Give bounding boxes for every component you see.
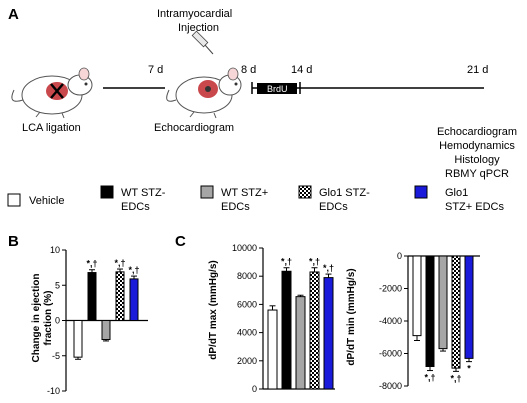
bar-ef-4 [129,278,139,321]
legend-label-glo1-stz-minus-2: EDCs [319,201,348,213]
injection-label-line2: Injection [178,22,219,34]
significance-marker: *,† [309,257,320,267]
injection-label-line1: Intramyocardial [157,8,232,20]
y-tick-label: -2000 [379,284,402,294]
bar-dpdt_max-3 [309,271,320,390]
legend-label-vehicle: Vehicle [29,195,64,207]
y-tick-label: -6000 [379,349,402,359]
y-tick-label: 0 [397,251,402,261]
legend: Vehicle WT STZ- EDCs WT STZ+ EDCs Glo1 S… [7,185,504,213]
bar-dpdt_max-2 [295,296,306,390]
bar-ef-2 [101,320,111,341]
endpoint-0: Echocardiogram [437,126,517,138]
y-tick-label: 10 [50,245,60,255]
bar-dpdt_max-1 [281,270,292,390]
ef-ylabel-line1: Change in ejection [31,274,42,363]
endpoint-1: Hemodynamics [439,140,515,152]
mouse-ligation-illustration [11,67,93,119]
bar-dpdt_min-2 [438,255,448,350]
y-tick-label: -5 [52,351,60,361]
endpoint-2: Histology [454,154,500,166]
bar-ef-1 [87,272,97,321]
day-7-label: 7 d [148,64,163,76]
bar-dpdt_max-4 [323,277,334,390]
dpdt-min-chart: -8000 -6000 -4000 -2000 0 *,† *,† * [379,251,480,391]
day-21-label: 21 d [467,64,488,76]
bar-dpdt_max-0 [267,309,278,390]
echocardiogram-label-mid: Echocardiogram [154,122,234,134]
y-tick-label: -4000 [379,316,402,326]
legend-label-wt-stz-plus-1: WT STZ+ [221,187,268,199]
y-tick-label: 0 [252,384,257,394]
y-tick-label: -10 [47,386,60,396]
legend-label-glo1-stz-plus-1: Glo1 [445,187,468,199]
bar-ef-0 [73,320,83,358]
legend-swatch-wt-stz-minus [100,185,114,199]
significance-marker: *,† [128,265,139,275]
panel-letter-a: A [8,6,19,23]
legend-label-wt-stz-minus-1: WT STZ- [121,187,166,199]
legend-label-wt-stz-minus-2: EDCs [121,201,150,213]
syringe-icon [191,30,214,55]
brdu-box [257,83,297,94]
legend-label-glo1-stz-plus-2: STZ+ EDCs [445,201,504,213]
legend-swatch-vehicle [7,193,21,207]
panel-letter-b: B [8,233,19,250]
y-tick-label: 4000 [237,328,257,338]
dpdt-max-ylabel: dP/dT max (mmHg/s) [208,260,219,359]
bar-dpdt_min-3 [451,255,461,369]
bar-dpdt_min-4 [464,255,474,359]
significance-marker: *,† [86,259,97,269]
day-14-label: 14 d [291,64,312,76]
legend-swatch-glo1-stz-plus [414,185,428,199]
ef-ylabel-line2: fraction (%) [43,291,54,346]
y-tick-label: -8000 [379,381,402,391]
panel-letter-c: C [175,233,186,250]
y-tick-label: 5 [55,280,60,290]
bar-ef-3 [115,271,125,322]
mouse-injection-illustration [166,67,242,119]
legend-label-wt-stz-plus-2: EDCs [221,201,250,213]
significance-marker: * [467,364,471,374]
significance-marker: *,† [114,258,125,268]
significance-marker: *,† [323,263,334,273]
significance-marker: *,† [424,373,435,383]
y-tick-label: 8000 [237,271,257,281]
significance-marker: *,† [450,373,461,383]
y-tick-label: 2000 [237,356,257,366]
legend-swatch-glo1-stz-minus [298,185,312,199]
bar-dpdt_min-1 [425,255,435,367]
dpdt-min-ylabel: dP/dT min (mmHg/s) [346,268,357,365]
endpoint-3: RBMY qPCR [445,168,509,180]
bar-dpdt_min-0 [412,255,422,337]
lca-ligation-label: LCA ligation [22,122,81,134]
y-tick-label: 10000 [232,243,257,253]
day-8-label: 8 d [241,64,256,76]
brdu-label: BrdU [267,84,288,94]
legend-swatch-wt-stz-plus [200,185,214,199]
y-tick-label: 0 [55,316,60,326]
y-tick-label: 6000 [237,299,257,309]
significance-marker: *,† [281,257,292,267]
legend-label-glo1-stz-minus-1: Glo1 STZ- [319,187,370,199]
